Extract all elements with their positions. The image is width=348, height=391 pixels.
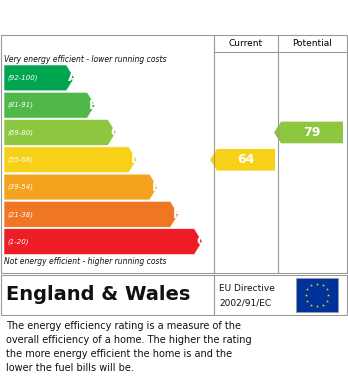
Text: B: B <box>89 99 99 112</box>
Text: The energy efficiency rating is a measure of the
overall efficiency of a home. T: The energy efficiency rating is a measur… <box>6 321 252 373</box>
Text: 79: 79 <box>303 126 321 139</box>
Text: F: F <box>172 208 181 221</box>
Text: England & Wales: England & Wales <box>6 285 190 305</box>
Text: C: C <box>110 126 119 139</box>
Text: (1-20): (1-20) <box>7 239 29 245</box>
Text: Energy Efficiency Rating: Energy Efficiency Rating <box>7 9 217 25</box>
Text: (21-38): (21-38) <box>7 211 33 217</box>
Text: D: D <box>131 153 141 166</box>
Text: E: E <box>152 181 160 194</box>
Polygon shape <box>4 120 116 145</box>
Text: 64: 64 <box>237 153 255 166</box>
Polygon shape <box>4 92 95 118</box>
Text: G: G <box>196 235 207 248</box>
Text: (39-54): (39-54) <box>7 184 33 190</box>
Polygon shape <box>4 65 74 91</box>
Polygon shape <box>4 147 137 173</box>
Text: (69-80): (69-80) <box>7 129 33 136</box>
Text: Current: Current <box>229 38 263 47</box>
Text: Potential: Potential <box>292 38 332 47</box>
Text: A: A <box>69 72 78 84</box>
Text: (81-91): (81-91) <box>7 102 33 108</box>
Bar <box>296 278 338 312</box>
Text: EU Directive: EU Directive <box>219 284 275 293</box>
Text: Not energy efficient - higher running costs: Not energy efficient - higher running co… <box>4 256 166 265</box>
Polygon shape <box>4 174 158 200</box>
Polygon shape <box>4 201 179 227</box>
Text: (92-100): (92-100) <box>7 75 38 81</box>
Polygon shape <box>4 229 202 255</box>
Text: (55-68): (55-68) <box>7 156 33 163</box>
Text: Very energy efficient - lower running costs: Very energy efficient - lower running co… <box>4 55 166 64</box>
Polygon shape <box>274 122 343 143</box>
Text: 2002/91/EC: 2002/91/EC <box>219 299 271 308</box>
Polygon shape <box>210 149 275 170</box>
